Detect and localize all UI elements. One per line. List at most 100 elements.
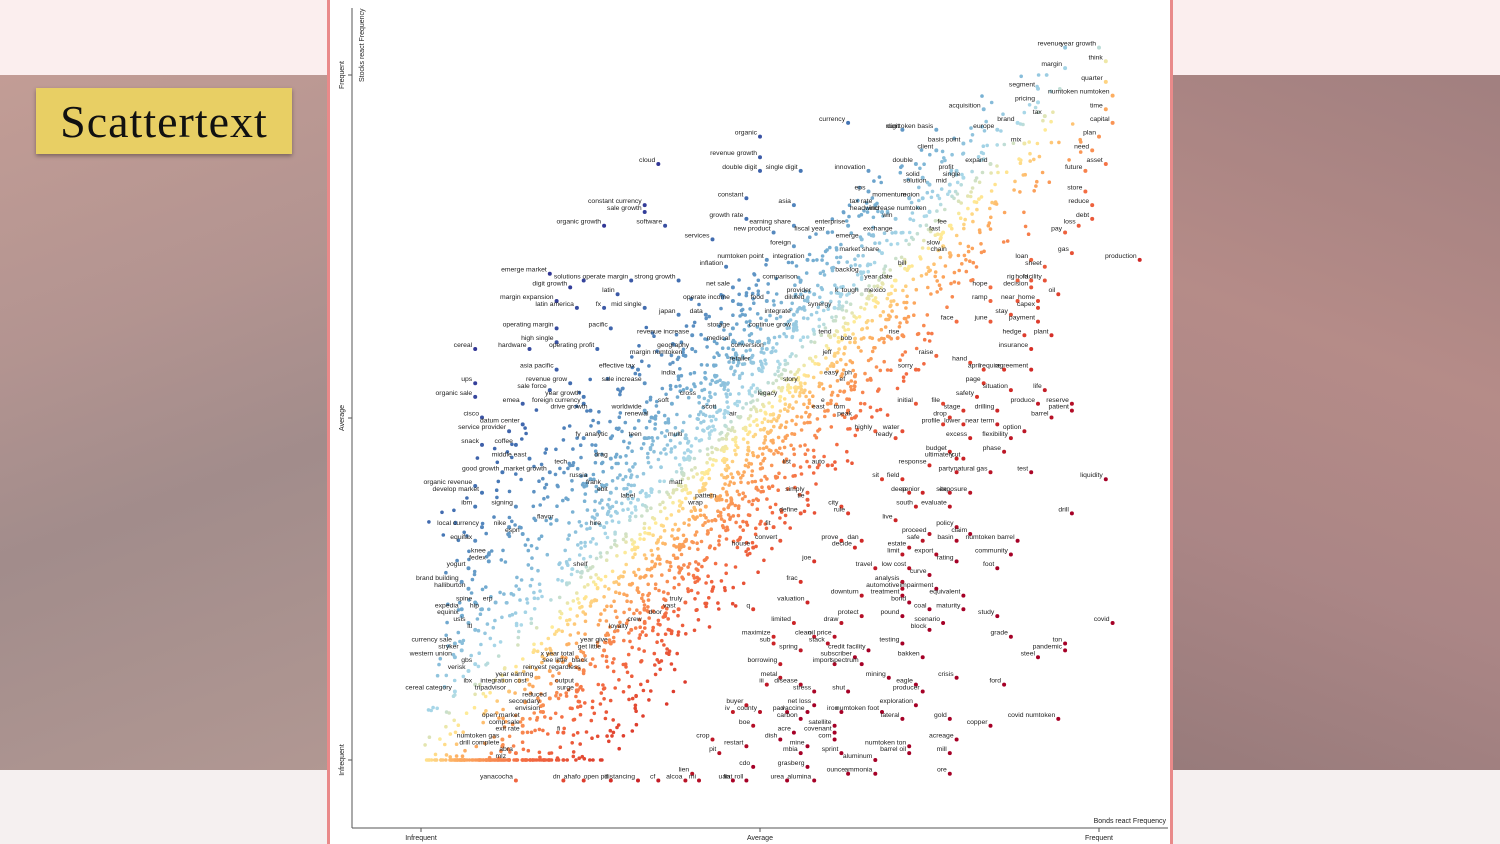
term-point[interactable]: low cost xyxy=(882,561,912,571)
term-point[interactable]: face xyxy=(941,315,959,324)
term-point[interactable]: market share xyxy=(839,246,884,256)
term-point[interactable]: pay xyxy=(1051,226,1068,235)
term-point[interactable]: grade xyxy=(991,630,1013,639)
term-point[interactable]: life xyxy=(1033,383,1047,393)
term-point[interactable]: constant xyxy=(718,191,749,201)
term-point[interactable]: coal xyxy=(914,602,932,612)
term-point[interactable]: integration xyxy=(773,253,810,262)
term-point[interactable]: open market xyxy=(482,712,525,721)
term-point[interactable]: provider xyxy=(787,287,817,297)
term-point[interactable]: integration cost xyxy=(480,678,532,687)
term-point[interactable]: momentum xyxy=(872,191,912,201)
term-point[interactable]: japan xyxy=(658,308,681,317)
term-point[interactable]: middle east xyxy=(492,452,532,461)
term-point[interactable]: barrel xyxy=(1031,411,1054,420)
term-point[interactable]: drill xyxy=(1058,506,1074,516)
term-point[interactable]: emea xyxy=(503,397,525,406)
term-point[interactable]: legacy xyxy=(758,390,783,399)
term-point[interactable]: tripadvisor xyxy=(475,685,512,694)
term-point[interactable]: response xyxy=(899,458,932,468)
term-point[interactable]: drive growth xyxy=(550,404,593,413)
term-point[interactable]: tech xyxy=(554,458,573,468)
term-point[interactable]: gold xyxy=(934,712,952,721)
term-point[interactable]: mi xyxy=(689,774,701,783)
term-point[interactable]: hire xyxy=(590,520,607,530)
term-point[interactable]: claim xyxy=(951,527,973,536)
term-point[interactable]: label xyxy=(621,493,640,502)
term-point[interactable]: increase numtoken xyxy=(869,205,932,214)
term-point[interactable]: wrap xyxy=(687,500,708,509)
term-point[interactable]: year earning xyxy=(496,671,539,680)
term-point[interactable]: eps xyxy=(855,185,871,194)
term-point[interactable]: near xyxy=(1001,294,1020,303)
term-point[interactable]: cdo xyxy=(739,760,756,769)
term-point[interactable]: stage xyxy=(944,404,966,413)
term-point[interactable]: live xyxy=(882,513,898,523)
term-point[interactable]: pit xyxy=(709,746,722,756)
term-point[interactable]: producer xyxy=(893,685,925,694)
term-point[interactable]: conversion xyxy=(731,342,769,351)
term-point[interactable]: ahafo xyxy=(564,774,586,783)
term-point[interactable]: gbs xyxy=(461,657,478,667)
term-point[interactable]: strong growth xyxy=(634,274,681,283)
term-point[interactable]: bakken xyxy=(898,650,925,660)
term-point[interactable]: margin numtoken xyxy=(630,349,688,358)
term-point[interactable]: tom xyxy=(834,404,851,413)
term-point[interactable]: organic revenue xyxy=(423,479,478,488)
term-point[interactable]: steel xyxy=(1021,650,1040,660)
term-point[interactable]: capex xyxy=(1017,301,1040,310)
term-point[interactable]: diluted xyxy=(784,294,810,303)
term-point[interactable]: carbon xyxy=(777,712,803,721)
term-point[interactable]: ammonia xyxy=(844,767,878,776)
term-point[interactable]: limit xyxy=(887,548,905,557)
term-point[interactable]: stryker xyxy=(438,643,464,653)
term-point[interactable]: nike xyxy=(494,520,512,530)
term-point[interactable]: software xyxy=(636,219,668,228)
term-point[interactable]: fast xyxy=(929,226,946,235)
term-point[interactable]: revenue xyxy=(1038,41,1068,50)
term-point[interactable]: numtoken gas xyxy=(457,733,505,742)
term-point[interactable]: stay xyxy=(995,308,1013,317)
term-point[interactable]: analytic xyxy=(585,431,613,441)
term-point[interactable]: grasberg xyxy=(778,760,810,769)
term-point[interactable]: hardware xyxy=(498,342,532,351)
term-point[interactable]: europe xyxy=(973,123,1000,132)
term-point[interactable]: june xyxy=(974,315,993,324)
term-point[interactable]: uan xyxy=(719,774,735,783)
term-point[interactable]: rig xyxy=(1007,274,1020,283)
term-point[interactable]: exploration xyxy=(880,698,918,708)
term-point[interactable]: year growth xyxy=(545,390,586,399)
term-point[interactable]: ford xyxy=(989,678,1007,687)
term-point[interactable]: ups xyxy=(461,376,478,386)
term-point[interactable]: ultimately xyxy=(925,452,959,461)
term-point[interactable]: inflation xyxy=(700,260,729,269)
term-point[interactable]: ibm xyxy=(461,500,478,509)
term-point[interactable]: reserve xyxy=(1046,397,1074,406)
term-point[interactable]: travel xyxy=(856,561,878,571)
term-point[interactable]: fiscal year xyxy=(794,226,830,235)
term-point[interactable]: crisis xyxy=(938,671,959,680)
term-point[interactable]: south xyxy=(896,500,918,509)
term-point[interactable]: hold xyxy=(1015,274,1034,283)
term-point[interactable]: get little xyxy=(578,643,607,653)
term-point[interactable]: county xyxy=(737,705,762,714)
term-point[interactable]: hope xyxy=(972,280,993,290)
term-point[interactable]: brand building xyxy=(416,575,464,584)
term-point[interactable]: lower xyxy=(944,417,966,427)
term-point[interactable]: usis xyxy=(453,616,471,625)
term-point[interactable]: foreign currency xyxy=(532,397,586,406)
term-point[interactable]: define xyxy=(779,506,803,516)
term-point[interactable]: field xyxy=(887,472,905,482)
term-point[interactable]: mbia xyxy=(783,746,803,756)
term-point[interactable]: exchange xyxy=(863,226,898,235)
term-point[interactable]: curve xyxy=(910,568,932,577)
term-point[interactable]: block xyxy=(911,623,932,632)
term-point[interactable]: headwind xyxy=(850,205,884,214)
term-point[interactable]: april xyxy=(968,363,986,372)
term-point[interactable]: gas xyxy=(1058,246,1074,256)
term-point[interactable]: flavor xyxy=(537,513,559,523)
term-point[interactable]: growth rate xyxy=(709,212,749,221)
term-point[interactable]: win xyxy=(881,212,898,221)
term-point[interactable]: chain xyxy=(931,246,952,256)
term-point[interactable]: plan xyxy=(1083,130,1101,139)
